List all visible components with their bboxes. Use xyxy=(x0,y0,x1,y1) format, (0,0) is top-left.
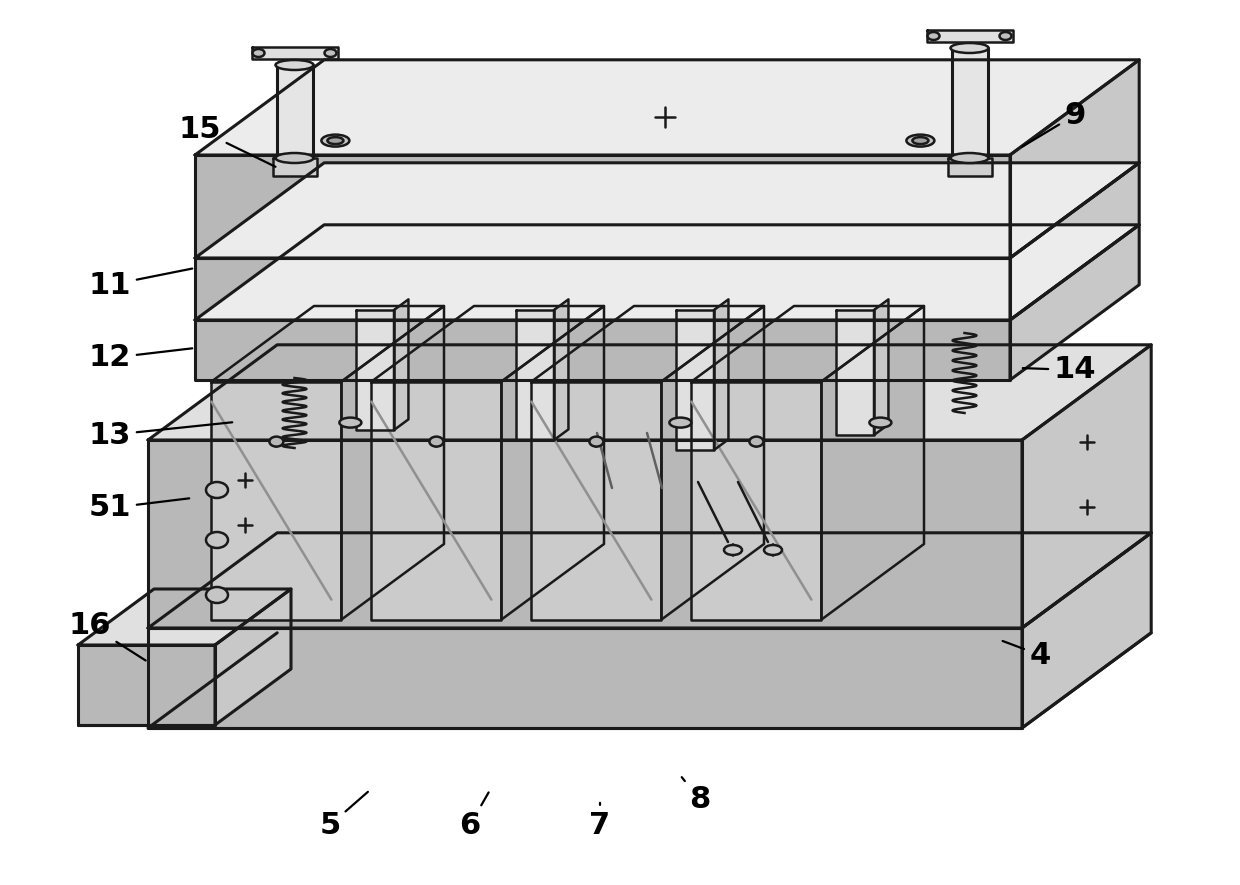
Polygon shape xyxy=(195,163,1140,258)
Ellipse shape xyxy=(906,135,935,147)
Polygon shape xyxy=(356,310,394,430)
Ellipse shape xyxy=(928,32,940,40)
Polygon shape xyxy=(661,306,764,620)
Polygon shape xyxy=(947,158,992,176)
Ellipse shape xyxy=(269,436,284,447)
Polygon shape xyxy=(692,306,924,381)
Polygon shape xyxy=(148,628,1022,728)
Polygon shape xyxy=(1011,60,1140,258)
Text: 51: 51 xyxy=(89,494,190,522)
Text: 9: 9 xyxy=(1023,101,1086,147)
Ellipse shape xyxy=(951,43,988,53)
Polygon shape xyxy=(195,225,1140,320)
Polygon shape xyxy=(148,533,1151,628)
Polygon shape xyxy=(372,306,604,381)
Ellipse shape xyxy=(327,137,343,144)
Text: 4: 4 xyxy=(1003,641,1050,669)
Polygon shape xyxy=(211,306,444,381)
Ellipse shape xyxy=(325,49,336,57)
Text: 16: 16 xyxy=(68,611,145,660)
Ellipse shape xyxy=(589,436,604,447)
Polygon shape xyxy=(676,310,714,450)
Polygon shape xyxy=(148,345,1151,440)
Text: 6: 6 xyxy=(459,792,489,840)
Polygon shape xyxy=(532,381,661,620)
Ellipse shape xyxy=(321,135,350,147)
Polygon shape xyxy=(273,158,316,176)
Polygon shape xyxy=(714,299,728,450)
Polygon shape xyxy=(692,381,821,620)
Polygon shape xyxy=(1011,163,1140,320)
Ellipse shape xyxy=(206,532,228,548)
Text: 13: 13 xyxy=(89,420,232,450)
Ellipse shape xyxy=(724,545,742,555)
Polygon shape xyxy=(1011,225,1140,380)
Polygon shape xyxy=(195,258,1011,320)
Polygon shape xyxy=(394,299,408,430)
Polygon shape xyxy=(1022,533,1151,728)
Text: 7: 7 xyxy=(589,803,610,840)
Polygon shape xyxy=(951,48,987,158)
Polygon shape xyxy=(215,589,291,725)
Ellipse shape xyxy=(951,153,988,163)
Polygon shape xyxy=(821,306,924,620)
Text: 15: 15 xyxy=(179,116,275,166)
Polygon shape xyxy=(211,381,341,620)
Text: 12: 12 xyxy=(89,343,192,373)
Polygon shape xyxy=(836,310,874,435)
Ellipse shape xyxy=(999,32,1012,40)
Polygon shape xyxy=(1022,345,1151,628)
Polygon shape xyxy=(78,645,215,725)
Text: 11: 11 xyxy=(89,268,192,299)
Polygon shape xyxy=(372,381,501,620)
Polygon shape xyxy=(926,30,1013,42)
Ellipse shape xyxy=(429,436,444,447)
Ellipse shape xyxy=(764,545,782,555)
Polygon shape xyxy=(516,310,554,440)
Polygon shape xyxy=(195,60,1140,155)
Text: 5: 5 xyxy=(320,792,368,840)
Polygon shape xyxy=(78,589,291,645)
Ellipse shape xyxy=(206,482,228,498)
Polygon shape xyxy=(501,306,604,620)
Ellipse shape xyxy=(253,49,264,57)
Text: 8: 8 xyxy=(682,777,711,814)
Ellipse shape xyxy=(340,418,361,427)
Polygon shape xyxy=(532,306,764,381)
Ellipse shape xyxy=(670,418,692,427)
Polygon shape xyxy=(252,47,337,59)
Ellipse shape xyxy=(275,60,314,70)
Ellipse shape xyxy=(275,153,314,163)
Polygon shape xyxy=(148,440,1022,628)
Polygon shape xyxy=(195,155,1011,258)
Ellipse shape xyxy=(869,418,892,427)
Polygon shape xyxy=(341,306,444,620)
Polygon shape xyxy=(874,299,888,435)
Ellipse shape xyxy=(913,137,929,144)
Polygon shape xyxy=(195,320,1011,380)
Ellipse shape xyxy=(749,436,764,447)
Ellipse shape xyxy=(206,587,228,603)
Polygon shape xyxy=(554,299,568,440)
Text: 14: 14 xyxy=(1023,356,1096,384)
Polygon shape xyxy=(277,65,312,158)
